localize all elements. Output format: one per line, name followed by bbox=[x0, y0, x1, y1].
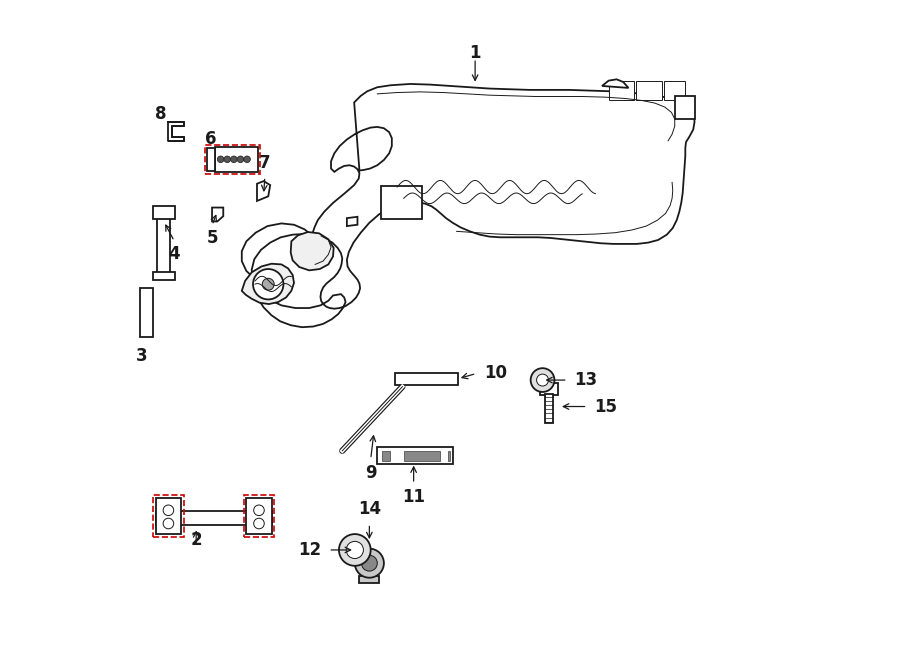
Circle shape bbox=[230, 156, 238, 163]
Circle shape bbox=[362, 555, 377, 571]
Circle shape bbox=[262, 278, 274, 290]
Bar bbox=[448, 451, 450, 461]
Text: 9: 9 bbox=[364, 464, 376, 482]
Polygon shape bbox=[346, 217, 357, 226]
Text: 15: 15 bbox=[594, 397, 617, 416]
Bar bbox=[140, 288, 153, 337]
Polygon shape bbox=[291, 232, 334, 270]
Bar bbox=[381, 186, 421, 219]
Circle shape bbox=[536, 374, 548, 386]
Text: 7: 7 bbox=[259, 154, 271, 172]
Circle shape bbox=[254, 518, 265, 529]
Bar bbox=[247, 498, 272, 534]
Bar bbox=[153, 495, 184, 537]
Circle shape bbox=[244, 156, 250, 163]
Bar bbox=[364, 563, 375, 578]
Text: 2: 2 bbox=[191, 531, 202, 549]
Circle shape bbox=[346, 541, 364, 559]
Circle shape bbox=[238, 156, 244, 163]
Circle shape bbox=[355, 549, 384, 578]
Bar bbox=[636, 81, 662, 100]
Bar bbox=[207, 148, 215, 171]
Text: 11: 11 bbox=[402, 488, 425, 506]
Text: 13: 13 bbox=[574, 371, 598, 389]
Circle shape bbox=[163, 505, 174, 516]
Polygon shape bbox=[242, 84, 695, 327]
Bar bbox=[377, 447, 454, 464]
Bar bbox=[158, 215, 170, 278]
Bar bbox=[153, 272, 175, 280]
Bar bbox=[404, 451, 440, 461]
Circle shape bbox=[253, 269, 284, 299]
Polygon shape bbox=[602, 79, 628, 88]
Bar bbox=[675, 96, 695, 119]
Bar bbox=[215, 147, 258, 172]
Text: 10: 10 bbox=[484, 364, 508, 383]
Text: 5: 5 bbox=[206, 229, 218, 247]
Bar bbox=[359, 576, 379, 583]
Text: 3: 3 bbox=[136, 346, 147, 365]
Bar bbox=[664, 81, 685, 100]
Bar bbox=[156, 498, 181, 534]
Text: 14: 14 bbox=[358, 500, 381, 518]
Text: 1: 1 bbox=[470, 44, 481, 62]
Circle shape bbox=[163, 518, 174, 529]
Polygon shape bbox=[257, 181, 270, 201]
Circle shape bbox=[254, 505, 265, 516]
Bar bbox=[156, 511, 272, 525]
Circle shape bbox=[217, 156, 224, 163]
Bar bbox=[382, 451, 390, 461]
Bar bbox=[153, 206, 175, 219]
Circle shape bbox=[224, 156, 230, 163]
Circle shape bbox=[339, 534, 371, 566]
Text: 8: 8 bbox=[155, 104, 166, 123]
Polygon shape bbox=[168, 122, 184, 141]
Text: 4: 4 bbox=[168, 245, 180, 262]
Bar bbox=[540, 383, 558, 395]
Polygon shape bbox=[212, 208, 223, 221]
Bar bbox=[545, 394, 554, 423]
Bar bbox=[205, 145, 260, 174]
Bar bbox=[608, 81, 634, 100]
Bar bbox=[395, 373, 458, 385]
Polygon shape bbox=[242, 264, 294, 304]
Circle shape bbox=[531, 368, 554, 392]
Text: 12: 12 bbox=[299, 541, 322, 559]
Bar bbox=[244, 495, 274, 537]
Text: 6: 6 bbox=[205, 130, 217, 148]
